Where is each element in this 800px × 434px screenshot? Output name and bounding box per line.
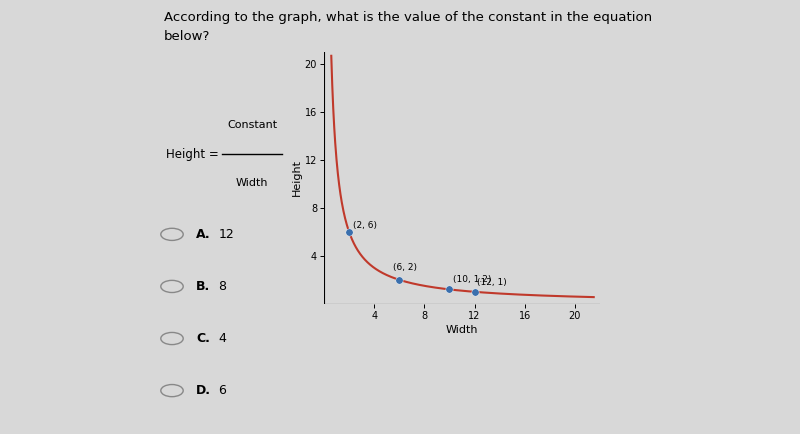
Y-axis label: Height: Height [292, 159, 302, 197]
Text: Constant: Constant [227, 120, 277, 130]
Text: below?: below? [164, 30, 210, 43]
Text: B.: B. [196, 280, 210, 293]
Text: Height =: Height = [166, 148, 222, 161]
Text: 4: 4 [218, 332, 226, 345]
Text: (2, 6): (2, 6) [353, 221, 377, 230]
Text: 12: 12 [218, 228, 234, 241]
Text: According to the graph, what is the value of the constant in the equation: According to the graph, what is the valu… [164, 11, 652, 24]
Point [342, 228, 355, 235]
Point [468, 288, 481, 295]
Text: (10, 1.2): (10, 1.2) [454, 275, 491, 284]
Text: D.: D. [196, 384, 211, 397]
Text: C.: C. [196, 332, 210, 345]
Text: 8: 8 [218, 280, 226, 293]
Text: (12, 1): (12, 1) [477, 278, 507, 287]
Point [443, 286, 456, 293]
Text: Width: Width [236, 178, 268, 188]
X-axis label: Width: Width [446, 325, 478, 335]
Text: (6, 2): (6, 2) [393, 263, 417, 272]
Text: 6: 6 [218, 384, 226, 397]
Text: A.: A. [196, 228, 210, 241]
Point [393, 276, 406, 283]
